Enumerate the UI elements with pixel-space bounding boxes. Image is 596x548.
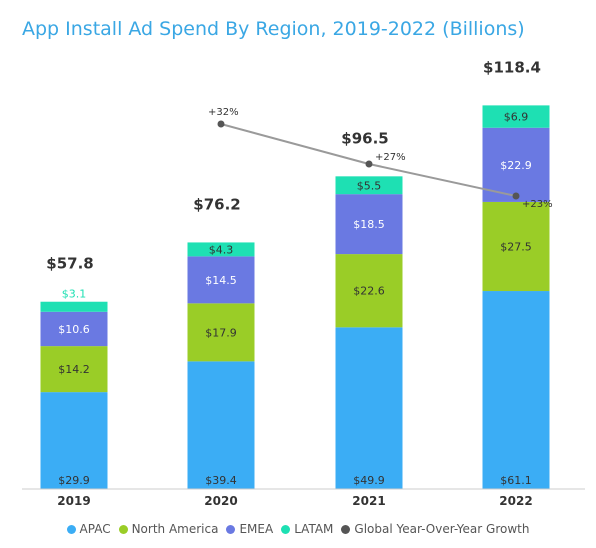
chart-title: App Install Ad Spend By Region, 2019-202… bbox=[22, 18, 525, 40]
legend-item-apac[interactable]: APAC bbox=[66, 522, 111, 536]
data-label-apac-2022: $61.1 bbox=[500, 474, 532, 487]
x-tick-label-2022: 2022 bbox=[499, 494, 532, 508]
bar-apac-2020 bbox=[187, 361, 255, 489]
legend-marker-latam bbox=[281, 525, 291, 534]
bar-latam-2022 bbox=[482, 105, 550, 128]
legend-marker-north-america bbox=[118, 525, 128, 534]
bar-emea-2021 bbox=[335, 194, 403, 255]
bar-emea-2019 bbox=[40, 311, 108, 347]
bar-latam-2019 bbox=[40, 301, 108, 312]
data-label-apac-2019: $29.9 bbox=[58, 474, 90, 487]
growth-point-2020 bbox=[217, 120, 225, 128]
x-tick-label-2021: 2021 bbox=[352, 494, 385, 508]
data-label-emea-2020: $14.5 bbox=[205, 274, 237, 287]
bar-apac-2021 bbox=[335, 327, 403, 489]
legend-marker-apac bbox=[66, 525, 76, 534]
growth-label-2021: +27% bbox=[375, 152, 406, 163]
legend-item-global-year-over-year-growth[interactable]: Global Year-Over-Year Growth bbox=[341, 522, 529, 536]
bar-latam-2020 bbox=[187, 242, 255, 257]
legend-item-emea[interactable]: EMEA bbox=[226, 522, 273, 536]
bar-north-america-2022 bbox=[482, 201, 550, 292]
growth-label-2022: +23% bbox=[522, 199, 553, 210]
x-tick-label-2019: 2019 bbox=[57, 494, 90, 508]
legend-label-apac: APAC bbox=[79, 522, 111, 536]
growth-line-layer: +32% +27% +23% bbox=[208, 107, 553, 210]
data-label-north-america-2022: $27.5 bbox=[500, 240, 532, 253]
legend-label-emea: EMEA bbox=[239, 522, 274, 536]
data-label-apac-2021: $49.9 bbox=[353, 474, 385, 487]
bar-north-america-2020 bbox=[187, 303, 255, 362]
data-label-emea-2022: $22.9 bbox=[500, 159, 532, 172]
bar-emea-2022 bbox=[482, 127, 550, 202]
data-label-north-america-2020: $17.9 bbox=[205, 326, 237, 339]
bar-north-america-2019 bbox=[40, 346, 108, 393]
data-label-latam-2021: $5.5 bbox=[357, 179, 382, 192]
data-label-emea-2019: $10.6 bbox=[58, 323, 90, 336]
data-label-north-america-2019: $14.2 bbox=[58, 363, 90, 376]
legend-label-latam: LATAM bbox=[294, 522, 334, 536]
total-label-2020: $76.2 bbox=[193, 195, 240, 213]
legend-marker-global-year-over-year-growth bbox=[341, 525, 351, 534]
x-tick-label-2020: 2020 bbox=[204, 494, 237, 508]
total-label-2021: $96.5 bbox=[341, 129, 388, 147]
growth-point-2021 bbox=[365, 160, 373, 168]
bars-layer bbox=[40, 105, 550, 489]
data-label-emea-2021: $18.5 bbox=[353, 218, 385, 231]
bar-emea-2020 bbox=[187, 256, 255, 304]
data-label-latam-2019: $3.1 bbox=[62, 288, 87, 301]
legend: APAC North America EMEA LATAM Global Year-Ov… bbox=[0, 522, 596, 536]
bar-apac-2019 bbox=[40, 392, 108, 489]
legend-item-latam[interactable]: LATAM bbox=[281, 522, 333, 536]
legend-label-global-year-over-year-growth: Global Year-Over-Year Growth bbox=[354, 522, 530, 536]
data-label-north-america-2021: $22.6 bbox=[353, 285, 385, 298]
growth-point-2022 bbox=[512, 192, 520, 200]
bar-latam-2021 bbox=[335, 176, 403, 195]
legend-item-north-america[interactable]: North America bbox=[118, 522, 219, 536]
bar-apac-2022 bbox=[482, 291, 550, 489]
legend-marker-emea bbox=[226, 525, 236, 534]
growth-label-2020: +32% bbox=[208, 107, 239, 118]
data-label-latam-2022: $6.9 bbox=[504, 111, 529, 124]
bar-north-america-2021 bbox=[335, 254, 403, 328]
total-label-2019: $57.8 bbox=[46, 255, 93, 273]
data-label-apac-2020: $39.4 bbox=[205, 474, 237, 487]
data-label-latam-2020: $4.3 bbox=[209, 243, 234, 256]
labels-layer: $29.9 $14.2 $10.6 $3.1 $57.8 2019 $39.4 $17.9 $1… bbox=[46, 58, 541, 508]
total-label-2022: $118.4 bbox=[483, 58, 541, 76]
legend-label-north-america: North America bbox=[131, 522, 219, 536]
